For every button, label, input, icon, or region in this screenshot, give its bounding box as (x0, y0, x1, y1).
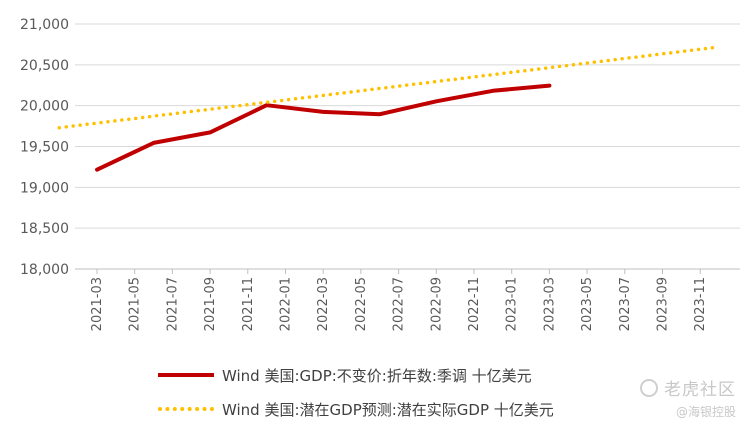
y-tick-label: 18,500 (20, 221, 69, 237)
y-tick-label: 18,000 (20, 262, 69, 278)
x-tick-label: 2022-07 (392, 277, 407, 331)
legend: Wind 美国:GDP:不变价:折年数:季调 十亿美元 Wind 美国:潜在GD… (158, 362, 718, 419)
legend-item-real-gdp: Wind 美国:GDP:不变价:折年数:季调 十亿美元 (158, 362, 532, 388)
watermark-text: 老虎社区 (664, 380, 736, 400)
y-tick-label: 20,000 (20, 99, 69, 115)
y-tick-label: 19,000 (20, 180, 69, 196)
x-tick-label: 2022-05 (354, 277, 369, 331)
x-tick-label: 2021-05 (128, 277, 143, 331)
series-line-real-gdp (95, 83, 552, 172)
x-tick-label: 2022-03 (316, 277, 331, 331)
x-tick-label: 2023-07 (618, 277, 633, 331)
x-tick-label: 2023-05 (580, 277, 595, 331)
watermark: 老虎社区 (640, 375, 736, 400)
x-tick-label: 2022-11 (467, 277, 482, 331)
watermark-logo-icon (640, 378, 658, 397)
x-tick-label: 2023-03 (542, 277, 557, 331)
x-tick-label: 2021-11 (241, 277, 256, 331)
legend-label-real-gdp: Wind 美国:GDP:不变价:折年数:季调 十亿美元 (222, 366, 532, 385)
x-tick-label: 2023-11 (693, 277, 708, 331)
legend-swatch-potential-gdp (158, 407, 214, 411)
series-line-potential-gdp (57, 45, 721, 130)
legend-label-potential-gdp: Wind 美国:潜在GDP预测:潜在实际GDP 十亿美元 (222, 400, 554, 419)
x-tick-label: 2021-03 (90, 277, 105, 331)
x-tick-label: 2023-09 (656, 277, 671, 331)
y-tick-label: 19,500 (20, 140, 69, 156)
x-tick-label: 2021-09 (203, 277, 218, 331)
watermark-sub: @海银控股 (675, 405, 736, 419)
x-axis: 2021-03 2021-05 2021-07 2021-09 2021-11 2022-… (90, 269, 708, 331)
x-tick-label: 2022-01 (279, 277, 294, 331)
series-layer (57, 45, 721, 172)
legend-swatch-real-gdp (158, 373, 214, 377)
legend-item-potential-gdp: Wind 美国:潜在GDP预测:潜在实际GDP 十亿美元 (158, 396, 554, 422)
y-axis: 18,000 18,500 19,000 19,500 20,000 20,500 21,0… (20, 17, 69, 278)
x-tick-label: 2022-09 (429, 277, 444, 331)
x-tick-label: 2021-07 (165, 277, 180, 331)
y-tick-label: 21,000 (20, 17, 69, 33)
y-tick-label: 20,500 (20, 58, 69, 74)
x-tick-label: 2023-01 (505, 277, 520, 331)
gridlines (75, 23, 740, 270)
